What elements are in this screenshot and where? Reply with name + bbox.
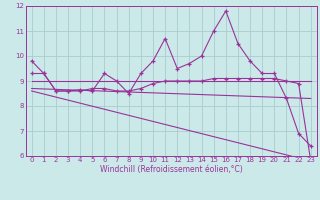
X-axis label: Windchill (Refroidissement éolien,°C): Windchill (Refroidissement éolien,°C)	[100, 165, 243, 174]
